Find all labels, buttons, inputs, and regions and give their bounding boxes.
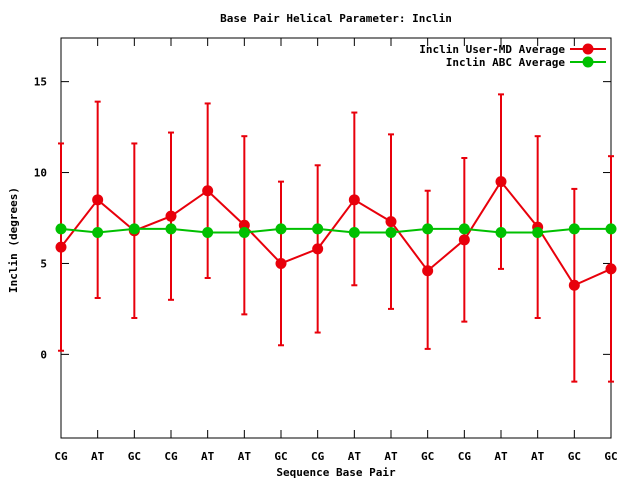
x-axis-label: Sequence Base Pair (276, 466, 396, 479)
x-tick-label: AT (494, 450, 508, 463)
data-point (165, 210, 177, 222)
data-point (348, 227, 360, 239)
x-tick-label: AT (348, 450, 362, 463)
data-point (312, 223, 324, 235)
y-tick-label: 10 (34, 167, 47, 180)
data-point (275, 223, 287, 235)
series-2 (55, 223, 617, 239)
x-tick-label: GC (128, 450, 141, 463)
x-tick-label: AT (201, 450, 215, 463)
legend-marker (582, 43, 594, 55)
x-tick-label: GC (274, 450, 287, 463)
data-point (385, 216, 397, 228)
data-point (568, 279, 580, 291)
x-tick-label: GC (604, 450, 617, 463)
data-point (165, 223, 177, 235)
data-point (458, 223, 470, 235)
data-point (532, 227, 544, 239)
data-point (92, 194, 104, 206)
data-point (202, 185, 214, 197)
x-tick-label: AT (238, 450, 252, 463)
data-point (202, 227, 214, 239)
x-tick-label: CG (54, 450, 68, 463)
data-point (568, 223, 580, 235)
x-tick-label: AT (531, 450, 545, 463)
data-point (422, 223, 434, 235)
x-tick-label: CG (311, 450, 325, 463)
x-tick-label: GC (568, 450, 581, 463)
data-point (385, 227, 397, 239)
data-point (495, 227, 507, 239)
x-axis: CG AT GC CG AT AT GC CG AT AT GC CG AT AT GC GC (54, 38, 618, 463)
y-tick-label: 15 (34, 76, 47, 89)
x-tick-label: AT (91, 450, 105, 463)
series-line (60, 179, 612, 287)
data-point (238, 227, 250, 239)
y-axis: 0 5 10 15 (34, 76, 611, 361)
legend-label: Inclin User-MD Average (419, 43, 565, 56)
x-tick-label: CG (458, 450, 472, 463)
data-point (312, 243, 324, 255)
data-point (275, 257, 287, 269)
x-tick-label: GC (421, 450, 434, 463)
data-point (348, 194, 360, 206)
y-tick-label: 0 (40, 348, 47, 361)
legend-marker (582, 56, 594, 68)
x-tick-label: CG (164, 450, 178, 463)
chart-title: Base Pair Helical Parameter: Inclin (220, 12, 452, 25)
legend-label: Inclin ABC Average (446, 56, 566, 69)
data-point (605, 223, 617, 235)
data-point (128, 223, 140, 235)
y-axis-label: Inclin (degrees) (7, 187, 20, 293)
x-tick-label: AT (384, 450, 398, 463)
series-1 (55, 93, 617, 383)
y-tick-label: 5 (40, 257, 47, 270)
plot-frame (60, 37, 612, 439)
data-point (458, 234, 470, 246)
data-point (422, 265, 434, 277)
data-point (92, 227, 104, 239)
data-point (55, 223, 67, 235)
data-point (605, 263, 617, 275)
series-layer (55, 93, 617, 383)
series-line (60, 227, 611, 234)
data-point (55, 241, 67, 253)
data-point (495, 176, 507, 188)
